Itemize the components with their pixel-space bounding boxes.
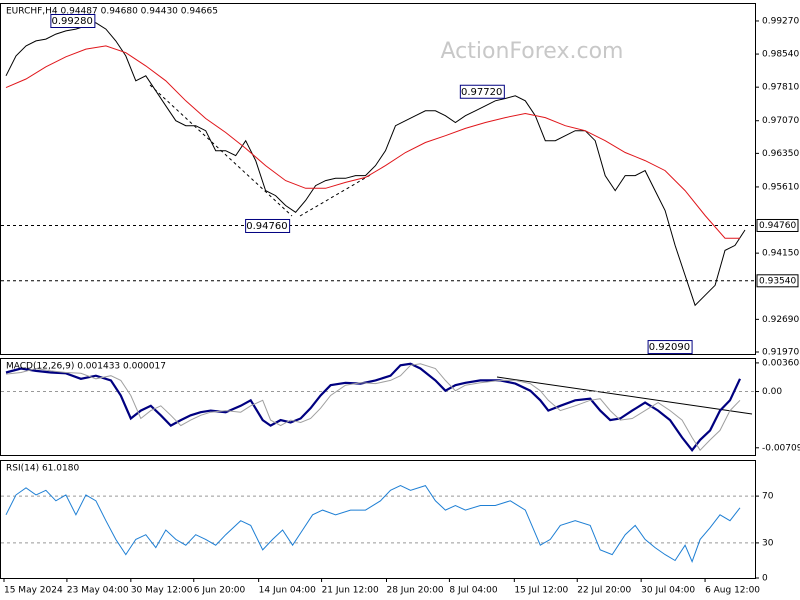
annotation-label: 0.92090 — [649, 342, 690, 353]
annotation-label: 0.99280 — [52, 16, 93, 27]
y-tick-label: 0.92690 — [762, 315, 799, 325]
y-tick-label: 30 — [762, 538, 774, 548]
price-panel — [0, 3, 756, 355]
annotation-box — [459, 84, 505, 99]
annotation-box — [647, 340, 693, 355]
macd-panel — [0, 358, 756, 456]
y-tick-label: 0.98540 — [762, 50, 799, 60]
panel-title: RSI(14) 61.0180 — [6, 464, 79, 474]
annotation-label: 0.94760 — [246, 221, 287, 232]
y-tick-label: 0.91970 — [762, 348, 799, 358]
level-label: 0.93540 — [759, 276, 796, 286]
series-line — [5, 485, 741, 563]
annotation-box — [245, 218, 291, 233]
x-tick-label: 6 Aug 12:00 — [705, 586, 760, 596]
y-tick-label: 0.003608 — [762, 358, 800, 368]
level-label-box — [756, 274, 799, 288]
y-tick-label: 0.96350 — [762, 149, 799, 159]
trend-line — [299, 173, 373, 217]
annotation-box — [50, 14, 96, 29]
x-tick-label: 15 May 2024 — [4, 586, 63, 596]
y-tick-label: 70 — [762, 492, 774, 502]
series-line — [5, 45, 740, 239]
x-tick-label: 30 May 12:00 — [131, 586, 193, 596]
x-tick-label: 8 Jul 04:00 — [449, 586, 498, 596]
x-tick-label: 30 Jul 04:00 — [641, 586, 695, 596]
panel-title: MACD(12,26,9) 0.001433 0.000017 — [6, 362, 166, 372]
watermark: ActionForex.com — [441, 39, 624, 64]
x-tick-label: 23 May 04:00 — [67, 586, 129, 596]
annotation-label: 0.97720 — [461, 87, 502, 98]
series-line — [5, 363, 741, 452]
y-tick-label: 0 — [762, 574, 768, 584]
x-tick-label: 14 Jun 04:00 — [259, 586, 316, 596]
rsi-panel — [0, 460, 756, 579]
y-tick-label: 0.95610 — [762, 182, 799, 192]
x-tick-label: 6 Jun 20:00 — [194, 586, 246, 596]
series-line — [5, 22, 746, 307]
x-tick-label: 28 Jun 20:00 — [386, 586, 443, 596]
y-tick-label: -0.007092 — [762, 443, 800, 453]
y-tick-label: 0.00 — [762, 387, 782, 397]
series-line — [5, 362, 741, 452]
y-tick-label: 0.94150 — [762, 249, 799, 259]
y-tick-label: 0.99270 — [762, 16, 799, 26]
trend-line — [496, 376, 753, 415]
x-tick-label: 22 Jul 20:00 — [577, 586, 631, 596]
level-label-box — [756, 218, 799, 232]
x-tick-label: 21 Jun 12:00 — [322, 586, 379, 596]
x-tick-label: 15 Jul 12:00 — [514, 586, 568, 596]
level-label: 0.94760 — [759, 221, 796, 231]
y-tick-label: 0.97070 — [762, 116, 799, 126]
panel-title: EURCHF,H4 0.94487 0.94680 0.94430 0.9466… — [6, 7, 218, 17]
y-tick-label: 0.97810 — [762, 83, 799, 93]
